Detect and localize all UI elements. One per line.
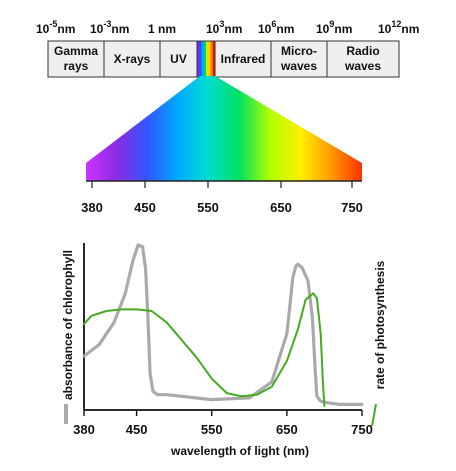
em-band-box [270,40,328,78]
scale-label-base: 10 [258,22,272,36]
scale-label-unit: nm [57,22,75,36]
em-band-label: waves [344,59,381,73]
scale-label-unit: nm [334,22,352,36]
em-band-box [159,40,198,78]
em-band-label: waves [280,59,317,73]
band-tick-label: 550 [197,200,219,215]
photosynthesis-curve [83,292,326,407]
scale-label: 10-5nm [36,19,75,36]
scale-label-unit: nm [401,22,419,36]
em-band [196,40,216,78]
chart-x-tick-label: 380 [73,422,95,437]
x-axis-label: wavelength of light (nm) [170,444,309,458]
chart-x-tick-label: 650 [276,422,298,437]
visible-band-ticks: 380 450 550 650 750 [81,181,363,215]
scale-label-exp: 3 [219,19,224,29]
em-band: X-rays [103,40,161,78]
scale-label-unit: nm [276,22,294,36]
scale-label-unit: nm [224,22,242,36]
band-tick-label: 750 [341,200,363,215]
visible-spectrum-strip [86,163,362,181]
band-tick-label: 650 [270,200,292,215]
visible-band-stripe [197,41,200,77]
em-band-box [326,40,400,78]
scale-label: 10-3nm [90,19,129,36]
visible-band-stripe [201,41,205,77]
em-band-label: Micro- [281,44,317,58]
em-band: UV [159,40,198,78]
em-band-label: Radio [346,44,379,58]
visible-band-stripe [212,41,216,77]
scale-label-base: 10 [36,22,50,36]
scale-label-exp: -5 [49,19,57,29]
scale-label-exp: 6 [271,19,276,29]
em-band-label: Infrared [221,52,266,66]
em-band: Infrared [214,40,272,78]
scale-label-exp: 9 [329,19,334,29]
chart-x-tick-label: 450 [126,422,148,437]
scale-label-exp: -3 [103,19,111,29]
scale-label-base: 10 [378,22,392,36]
band-tick-label: 450 [134,200,156,215]
scale-label-unit: nm [111,22,129,36]
visible-light-fan [86,76,362,163]
scale-label-exp: 12 [391,19,401,29]
em-band-label: X-rays [114,52,151,66]
y-axis-label-left: absorbance of chlorophyll [61,250,75,400]
em-band-label: Gamma [54,44,98,58]
visible-band-stripe [199,41,202,77]
scale-label: 1012nm [378,19,419,36]
scale-label-base: 10 [90,22,104,36]
em-band-label: rays [64,59,89,73]
scale-label-unit: 1 nm [148,22,176,36]
scale-label: 106nm [258,19,294,36]
visible-band-stripe [206,41,209,77]
chart-x-tick-label: 550 [201,422,223,437]
em-band: Micro-waves [270,40,328,78]
em-scale-labels: 10-5nm 10-3nm 1 nm 103nm 106nm 109nm 1012nm [36,19,419,36]
y-axis-label-right: rate of photosynthesis [373,260,387,389]
chart-x-tick-label: 750 [351,422,373,437]
visible-band-stripe [208,41,211,77]
visible-band-stripe [203,41,207,77]
absorbance-curve [82,243,364,406]
legend-swatch-photosynthesis [371,403,377,427]
scale-label-base: 10 [206,22,220,36]
scale-label-base: 10 [316,22,330,36]
chlorophyll-chart: 380 450 550 650 750 wavelength of light (nm)… [61,243,387,458]
em-band-label: UV [170,52,187,66]
em-band-box [214,40,272,78]
band-tick-label: 380 [81,200,103,215]
chart-x-ticks: 380 450 550 650 750 [73,410,373,437]
scale-label: 1 nm [148,22,176,36]
scale-label: 103nm [206,19,242,36]
scale-label: 109nm [316,19,352,36]
em-band-box [103,40,161,78]
visible-band-stripe [210,41,214,77]
